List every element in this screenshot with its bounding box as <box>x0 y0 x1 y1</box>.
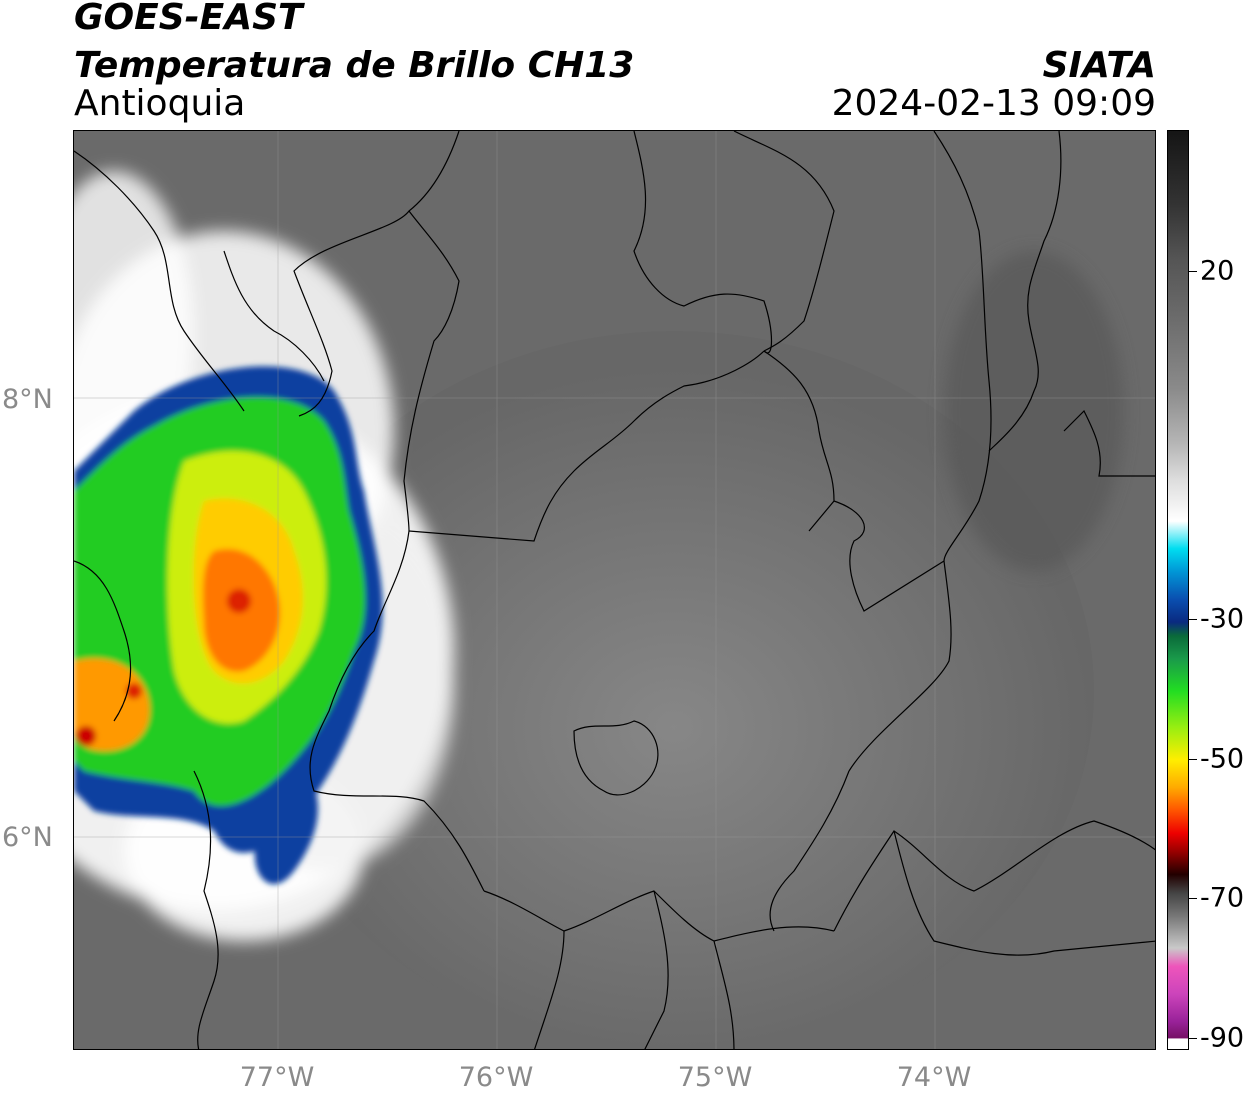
lat-tick-label: 8°N <box>2 384 53 415</box>
colorbar-tick-label: 20 <box>1200 255 1235 287</box>
datetime-label: 2024-02-13 09:09 <box>831 83 1156 124</box>
colorbar <box>1167 130 1189 1050</box>
colorbar-tick <box>1189 898 1197 899</box>
graticule <box>74 131 1155 1049</box>
colorbar-tick <box>1189 1038 1197 1039</box>
lon-tick-label: 75°W <box>677 1062 753 1093</box>
colorbar-tick-label: -30 <box>1200 603 1245 635</box>
terrain-shading <box>254 331 1094 1049</box>
map-canvas <box>74 131 1155 1049</box>
product-title: Temperatura de Brillo CH13 <box>74 45 635 86</box>
dark-valley <box>944 251 1124 571</box>
colorbar-tick <box>1189 619 1197 620</box>
lon-tick-label: 77°W <box>239 1062 315 1093</box>
organization-label: SIATA <box>1042 45 1156 86</box>
lon-tick-label: 76°W <box>458 1062 534 1093</box>
satellite-map <box>73 130 1156 1050</box>
colorbar-tick <box>1189 271 1197 272</box>
convective-storm <box>74 366 383 885</box>
colorbar-tick-label: -70 <box>1200 882 1245 914</box>
colorbar-tick <box>1189 759 1197 760</box>
lon-tick-label: 74°W <box>896 1062 972 1093</box>
colorbar-tick-label: -90 <box>1200 1022 1245 1054</box>
satellite-title: GOES-EAST <box>74 0 303 38</box>
region-label: Antioquia <box>74 83 246 124</box>
lat-tick-label: 6°N <box>2 822 53 853</box>
colorbar-tick-label: -50 <box>1200 743 1245 775</box>
political-boundaries <box>74 131 1155 1049</box>
